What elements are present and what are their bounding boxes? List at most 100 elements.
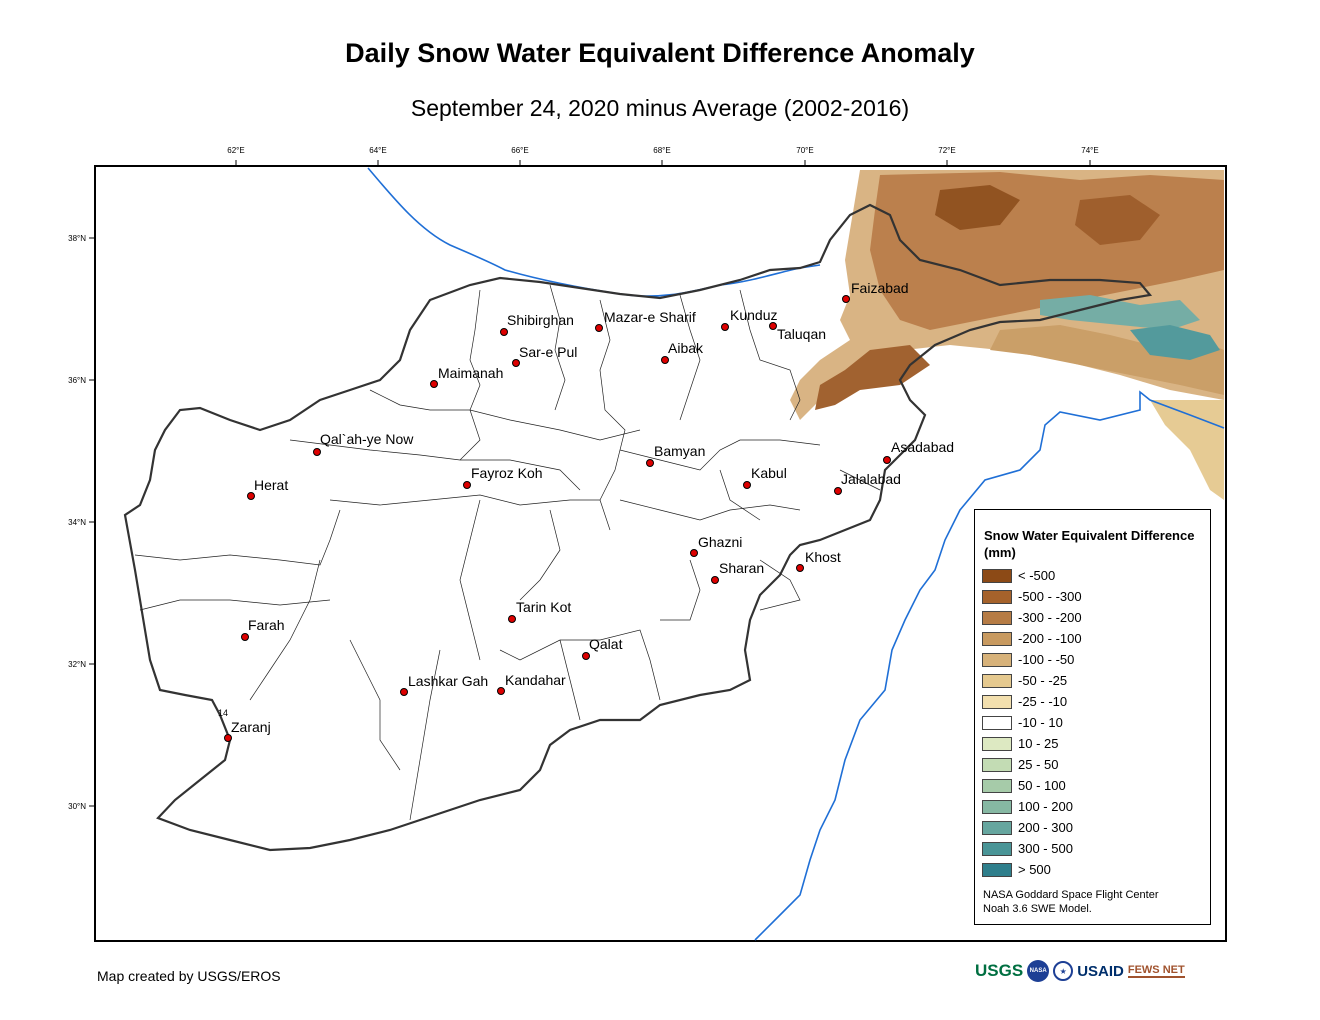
city-dot-taluqan[interactable] xyxy=(769,322,777,330)
city-label-faizabad: Faizabad xyxy=(851,280,909,296)
city-dot-farah[interactable] xyxy=(241,633,249,641)
city-dot-mazar-e-sharif[interactable] xyxy=(595,324,603,332)
city-label-sar-e-pul: Sar-e Pul xyxy=(519,344,577,360)
city-dot-sharan[interactable] xyxy=(711,576,719,584)
city-label-sharan: Sharan xyxy=(719,560,764,576)
city-label-lashkar-gah: Lashkar Gah xyxy=(408,673,488,689)
usaid-logo: USAID xyxy=(1077,962,1124,980)
legend-item: -25 - -10 xyxy=(982,691,1082,712)
map-subtitle: September 24, 2020 minus Average (2002-2… xyxy=(410,95,910,121)
city-dot-herat[interactable] xyxy=(247,492,255,500)
city-dot-qalat[interactable] xyxy=(582,652,590,660)
city-dot-lashkar-gah[interactable] xyxy=(400,688,408,696)
city-label-farah: Farah xyxy=(248,617,285,633)
logo-strip: USGS NASA ★ USAID FEWS NET xyxy=(975,960,1185,982)
lon-tick-66: 66°E xyxy=(511,146,528,155)
city-label-qalat: Qalat xyxy=(589,636,623,652)
legend-label: 10 - 25 xyxy=(1018,736,1059,751)
city-dot-maimanah[interactable] xyxy=(430,380,438,388)
nasa-logo: NASA xyxy=(1027,960,1050,982)
city-dot-kabul[interactable] xyxy=(743,481,751,489)
legend-label: 100 - 200 xyxy=(1018,799,1073,814)
city-dot-shibirghan[interactable] xyxy=(500,328,508,336)
legend-item: 25 - 50 xyxy=(982,754,1082,775)
lon-tick-72: 72°E xyxy=(938,146,955,155)
legend-item: -300 - -200 xyxy=(982,607,1082,628)
city-label-jalalabad: Jalalabad xyxy=(841,471,901,487)
legend-item: < -500 xyxy=(982,565,1082,586)
legend-item: 100 - 200 xyxy=(982,796,1082,817)
city-label-maimanah: Maimanah xyxy=(438,365,503,381)
lat-tick-32: 32°N xyxy=(68,660,86,669)
city-dot-sar-e-pul[interactable] xyxy=(512,359,520,367)
legend-credit-line1: NASA Goddard Space Flight Center xyxy=(983,889,1159,901)
lat-tick-34: 34°N xyxy=(68,518,86,527)
city-label-aibak: Aibak xyxy=(668,340,704,356)
legend-swatch xyxy=(982,820,1012,835)
legend-label: 25 - 50 xyxy=(1018,757,1059,772)
lon-tick-64: 64°E xyxy=(369,146,386,155)
city-dot-asadabad[interactable] xyxy=(883,456,891,464)
legend-item: -10 - 10 xyxy=(982,712,1082,733)
lon-tick-68: 68°E xyxy=(653,146,670,155)
terrain-shading xyxy=(790,170,1224,500)
legend-item: -100 - -50 xyxy=(982,649,1082,670)
fews-net-logo: FEWS NET xyxy=(1127,964,1185,978)
lat-tick-30: 30°N xyxy=(68,802,86,811)
lat-tick-36: 36°N xyxy=(68,376,86,385)
city-label-shibirghan: Shibirghan xyxy=(507,312,574,328)
seal-icon: ★ xyxy=(1053,961,1074,981)
legend-credit-line2: Noah 3.6 SWE Model. xyxy=(983,903,1092,915)
usgs-logo: USGS xyxy=(975,961,1024,980)
province-boundaries xyxy=(134,284,881,821)
legend-swatch xyxy=(982,568,1012,583)
legend-item: -500 - -300 xyxy=(982,586,1082,607)
city-label-ghazni: Ghazni xyxy=(698,534,742,550)
city-dot-kunduz[interactable] xyxy=(721,323,729,331)
legend-swatch xyxy=(982,736,1012,751)
legend-label: -200 - -100 xyxy=(1018,631,1082,646)
city-label-herat: Herat xyxy=(254,477,288,493)
city-label-kunduz: Kunduz xyxy=(730,307,777,323)
graticule-ticks xyxy=(89,160,1091,807)
lon-tick-70: 70°E xyxy=(796,146,813,155)
city-dot-ghazni[interactable] xyxy=(690,549,698,557)
city-label-taluqan: Taluqan xyxy=(777,326,826,342)
legend-item: -50 - -25 xyxy=(982,670,1082,691)
legend-item: 200 - 300 xyxy=(982,817,1082,838)
legend-item: -200 - -100 xyxy=(982,628,1082,649)
city-label-kandahar: Kandahar xyxy=(505,672,566,688)
map-annotation: 14 xyxy=(218,708,228,718)
lon-tick-62: 62°E xyxy=(227,146,244,155)
city-label-tarin-kot: Tarin Kot xyxy=(516,599,571,615)
legend-swatch xyxy=(982,862,1012,877)
legend-label: -10 - 10 xyxy=(1018,715,1063,730)
city-dot-khost[interactable] xyxy=(796,564,804,572)
city-dot-zaranj[interactable] xyxy=(224,734,232,742)
legend-label: -25 - -10 xyxy=(1018,694,1068,709)
legend-label: -50 - -25 xyxy=(1018,673,1068,688)
legend-label: -500 - -300 xyxy=(1018,589,1082,604)
city-dot-faizabad[interactable] xyxy=(842,295,850,303)
city-dot-tarin-kot[interactable] xyxy=(508,615,516,623)
city-dot-jalalabad[interactable] xyxy=(834,487,842,495)
legend-title: Snow Water Equivalent Difference (mm) xyxy=(984,528,1195,560)
legend-swatch xyxy=(982,631,1012,646)
legend-item: > 500 xyxy=(982,859,1082,880)
legend-label: 200 - 300 xyxy=(1018,820,1073,835)
legend-label: 50 - 100 xyxy=(1018,778,1066,793)
city-label-fayroz-koh: Fayroz Koh xyxy=(471,465,543,481)
legend-swatch xyxy=(982,610,1012,625)
footer-credit: Map created by USGS/EROS xyxy=(97,968,281,984)
legend-box: Snow Water Equivalent Difference (mm) < … xyxy=(974,509,1211,925)
city-dot-aibak[interactable] xyxy=(661,356,669,364)
legend-swatch xyxy=(982,652,1012,667)
legend-items: < -500 -500 - -300 -300 - -200 -200 - -100 -… xyxy=(982,565,1082,880)
city-dot-bamyan[interactable] xyxy=(646,459,654,467)
city-dot-qalah-ye-now[interactable] xyxy=(313,448,321,456)
city-dot-kandahar[interactable] xyxy=(497,687,505,695)
legend-swatch xyxy=(982,799,1012,814)
city-dot-fayroz-koh[interactable] xyxy=(463,481,471,489)
legend-swatch xyxy=(982,694,1012,709)
lat-tick-38: 38°N xyxy=(68,234,86,243)
